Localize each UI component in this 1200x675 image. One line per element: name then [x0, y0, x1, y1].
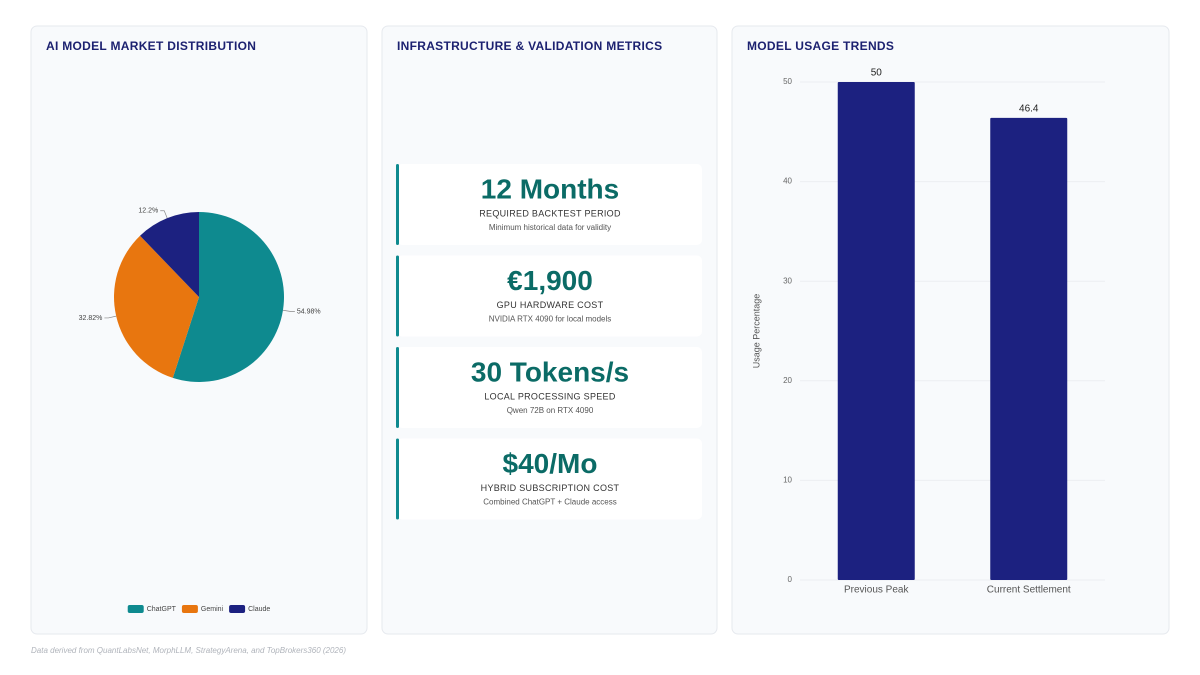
y-tick-label: 40: [783, 177, 792, 186]
metric-label: LOCAL PROCESSING SPEED: [484, 391, 616, 401]
metric-label: HYBRID SUBSCRIPTION COST: [481, 483, 620, 493]
panel-title: MODEL USAGE TRENDS: [747, 39, 894, 53]
metric-label: GPU HARDWARE COST: [497, 300, 604, 310]
footer: Data derived from QuantLabsNet, MorphLLM…: [31, 646, 346, 655]
pie-slice: [114, 235, 199, 378]
y-axis-label: Usage Percentage: [751, 294, 761, 369]
y-tick-label: 10: [783, 476, 792, 485]
y-tick-label: 50: [783, 77, 792, 86]
bar: [837, 82, 915, 580]
metric-accent: [396, 438, 399, 520]
x-tick-label: Current Settlement: [987, 585, 1071, 596]
metric-value: 30 Tokens/s: [471, 356, 629, 387]
legend-swatch: [181, 605, 198, 613]
leader-line: [282, 309, 295, 312]
panel-title: AI MODEL MARKET DISTRIBUTION: [46, 39, 256, 53]
leader-line: [160, 210, 168, 219]
metric-card: [397, 255, 702, 337]
metric-label: REQUIRED BACKTEST PERIOD: [479, 208, 621, 218]
metric-card: [397, 347, 702, 428]
y-tick-label: 20: [783, 376, 792, 385]
metric-card: [397, 164, 702, 245]
legend-swatch: [127, 605, 144, 613]
y-tick-label: 30: [783, 276, 792, 285]
metric-accent: [396, 255, 399, 337]
metric-note: Minimum historical data for validity: [489, 223, 611, 232]
leader-line: [104, 315, 117, 319]
metric-value: 12 Months: [481, 173, 619, 204]
legend-label: Gemini: [201, 606, 224, 613]
data-label: 50: [871, 68, 883, 79]
metric-value: $40/Mo: [503, 448, 598, 479]
data-label: 32.82%: [79, 315, 103, 322]
pie-slice: [140, 212, 199, 297]
data-label: 54.98%: [297, 308, 321, 315]
panel-title: INFRASTRUCTURE & VALIDATION METRICS: [397, 39, 662, 53]
metric-accent: [396, 347, 399, 428]
legend-label: Claude: [248, 606, 270, 613]
data-label: 12.2%: [138, 208, 158, 215]
bar: [990, 117, 1068, 580]
metric-note: Combined ChatGPT + Claude access: [483, 498, 616, 507]
metric-accent: [396, 164, 399, 245]
y-tick-label: 0: [788, 575, 793, 584]
metric-card: [397, 438, 702, 520]
legend-swatch: [229, 605, 246, 613]
data-label: 46.4: [1019, 103, 1039, 114]
panel: [731, 25, 1170, 635]
metric-value: €1,900: [507, 265, 593, 296]
x-tick-label: Previous Peak: [844, 585, 909, 596]
pie-slice: [172, 212, 284, 382]
metric-note: Qwen 72B on RTX 4090: [507, 406, 594, 415]
metric-note: NVIDIA RTX 4090 for local models: [489, 315, 612, 324]
legend-label: ChatGPT: [147, 606, 177, 613]
